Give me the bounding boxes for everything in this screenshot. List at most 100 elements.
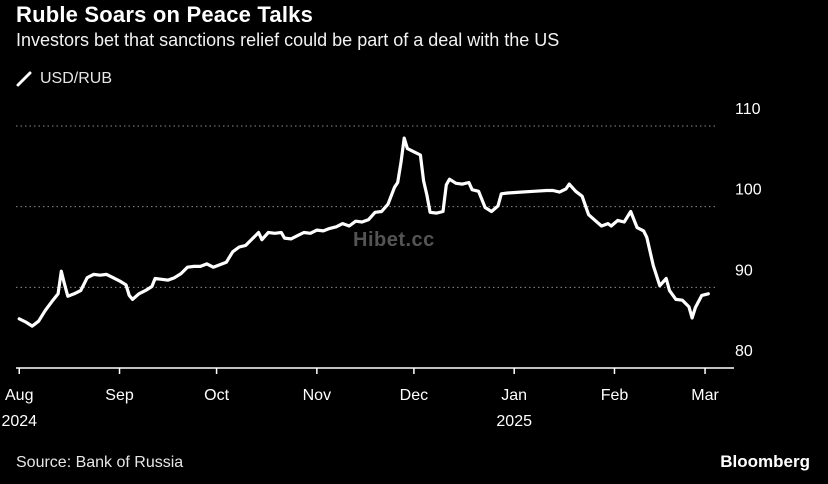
data-point-36 xyxy=(231,251,234,253)
data-point-34 xyxy=(219,263,221,266)
data-point-0 xyxy=(18,318,21,320)
data-point-100 xyxy=(616,219,619,222)
data-point-54 xyxy=(341,222,344,225)
data-point-47 xyxy=(296,234,299,237)
data-point-102 xyxy=(629,210,632,213)
data-point-1 xyxy=(24,321,27,323)
data-point-109 xyxy=(668,289,671,292)
data-point-97 xyxy=(600,225,603,227)
data-point-29 xyxy=(186,266,189,269)
x-tick-label-aug: Aug xyxy=(5,387,33,404)
data-point-2 xyxy=(31,325,33,327)
data-point-101 xyxy=(623,221,625,223)
data-point-76 xyxy=(455,182,457,185)
data-point-70 xyxy=(426,193,428,196)
source-note: Source: Bank of Russia xyxy=(16,454,184,471)
data-point-93 xyxy=(574,190,577,193)
data-point-66 xyxy=(406,147,409,150)
data-point-96 xyxy=(594,219,596,222)
data-point-33 xyxy=(212,266,215,269)
data-point-21 xyxy=(138,293,140,295)
data-point-113 xyxy=(691,317,693,319)
data-point-89 xyxy=(552,189,554,192)
data-point-13 xyxy=(92,273,95,276)
data-point-105 xyxy=(646,236,648,239)
data-point-92 xyxy=(568,183,570,185)
data-point-10 xyxy=(73,293,75,295)
data-point-88 xyxy=(545,189,548,192)
data-point-78 xyxy=(468,181,470,184)
series-lines xyxy=(17,136,710,328)
data-point-108 xyxy=(665,277,667,280)
data-point-53 xyxy=(335,226,338,228)
y-tick-label-100: 100 xyxy=(735,182,762,199)
data-point-27 xyxy=(173,276,176,279)
data-point-68 xyxy=(419,154,422,156)
data-point-32 xyxy=(206,263,208,265)
data-point-50 xyxy=(316,229,318,231)
data-point-58 xyxy=(367,218,370,221)
data-point-90 xyxy=(558,191,561,193)
data-point-65 xyxy=(403,137,406,139)
data-point-98 xyxy=(607,222,609,225)
data-point-15 xyxy=(105,273,108,276)
x-axis: Aug 2024 Sep Oct Nov Dec Jan 2025 Feb Mar xyxy=(1,367,734,430)
data-point-22 xyxy=(144,289,147,292)
data-point-116 xyxy=(707,293,710,295)
data-point-81 xyxy=(484,206,486,209)
x-tick-year-2025: 2025 xyxy=(496,413,532,430)
x-tick-label-sep: Sep xyxy=(105,387,134,404)
data-point-74 xyxy=(445,184,448,186)
data-point-7 xyxy=(60,270,63,273)
data-point-60 xyxy=(380,210,383,213)
data-point-69 xyxy=(422,180,425,182)
x-tick-label-mar: Mar xyxy=(691,387,719,404)
x-tick-label-oct: Oct xyxy=(204,387,229,404)
data-point-39 xyxy=(251,238,253,240)
brand-logo: Bloomberg xyxy=(720,452,810,471)
data-point-103 xyxy=(636,226,638,229)
data-point-31 xyxy=(199,265,202,268)
data-point-107 xyxy=(659,284,661,287)
data-point-24 xyxy=(154,277,156,280)
data-point-35 xyxy=(225,261,228,264)
series-points xyxy=(18,137,710,327)
data-point-106 xyxy=(652,264,655,267)
data-point-95 xyxy=(587,213,590,216)
data-point-80 xyxy=(477,190,480,193)
data-point-52 xyxy=(329,227,331,230)
data-point-110 xyxy=(675,298,677,301)
data-point-19 xyxy=(128,294,130,297)
data-point-41 xyxy=(261,238,263,241)
data-point-73 xyxy=(442,210,444,213)
data-point-30 xyxy=(193,265,195,268)
x-tick-label-feb: Feb xyxy=(601,387,629,404)
data-point-87 xyxy=(532,190,535,193)
x-tick-label-dec: Dec xyxy=(400,387,428,404)
data-point-84 xyxy=(500,193,503,195)
y-tick-label-110: 110 xyxy=(735,101,761,118)
x-tick-label-jan: Jan xyxy=(501,387,527,404)
y-axis-labels: 80 90 100 110 xyxy=(735,101,762,360)
data-point-79 xyxy=(471,188,473,191)
y-tick-label-90: 90 xyxy=(735,262,753,279)
data-point-42 xyxy=(267,231,270,234)
data-point-25 xyxy=(160,278,163,281)
data-point-37 xyxy=(238,246,240,248)
data-point-45 xyxy=(283,237,286,239)
legend: USD/RUB xyxy=(16,70,112,88)
data-point-77 xyxy=(461,183,464,185)
data-point-44 xyxy=(280,231,283,234)
data-point-112 xyxy=(688,305,690,308)
data-point-28 xyxy=(180,272,182,275)
data-point-11 xyxy=(79,289,82,292)
data-point-43 xyxy=(274,232,276,235)
data-point-61 xyxy=(387,203,389,205)
data-point-16 xyxy=(112,276,114,279)
data-point-57 xyxy=(361,221,363,223)
data-point-4 xyxy=(44,309,46,312)
gridlines xyxy=(16,125,718,288)
data-point-59 xyxy=(374,211,376,214)
data-point-82 xyxy=(490,210,493,213)
y-tick-label-80: 80 xyxy=(735,343,753,360)
